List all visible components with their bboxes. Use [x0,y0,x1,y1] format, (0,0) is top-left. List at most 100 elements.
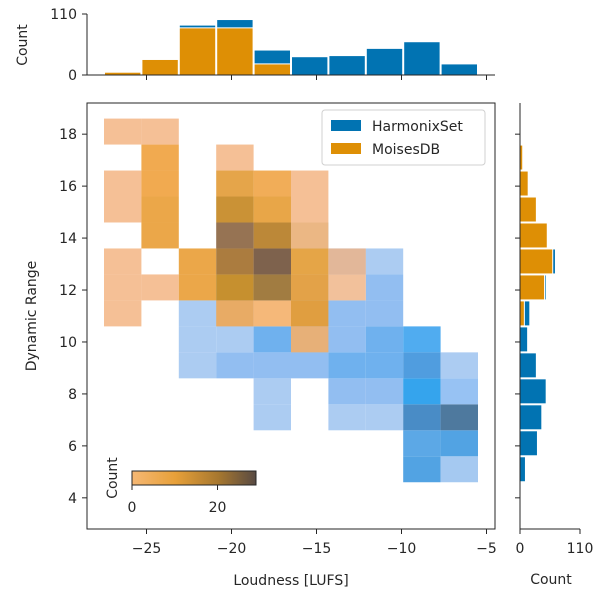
heatmap-cell-harmonixset [365,248,404,275]
heatmap-cell-moisesdb [104,300,142,327]
heatmap-cell-moisesdb [291,222,329,249]
heatmap-cell-moisesdb [253,222,291,249]
top-bar-moisesdb [178,27,217,76]
heatmap-cell-harmonixset [328,378,366,405]
x-tick-label: −20 [217,541,247,557]
heatmap-cell-harmonixset [403,430,441,457]
heatmap-cell-harmonixset [403,404,441,431]
y-tick-label: 8 [68,387,77,403]
colorbar-label: Count [105,457,121,499]
colorbar-tick-label: 20 [209,500,227,516]
heatmap-cell-moisesdb [291,300,329,327]
x-tick-label: −5 [476,541,497,557]
heatmap-cell-moisesdb [253,274,291,301]
heatmap-cell-harmonixset [216,352,254,379]
heatmap-cell-harmonixset [253,352,291,379]
x-axis-label: Loudness [LUFS] [233,573,348,589]
right-bar-harmonixset [519,430,538,457]
right-marginal-x-label: Count [530,572,572,588]
top-marginal-y-tick-label: 0 [68,68,77,84]
y-axis-label: Dynamic Range [24,261,40,372]
y-tick-label: 14 [59,231,77,247]
heatmap-cell-moisesdb [178,274,217,301]
heatmap-cell-harmonixset [440,456,478,483]
top-marginal-y-label: Count [15,24,31,66]
top-bar-harmonixset [328,55,366,76]
heatmap-cell-harmonixset [440,352,478,379]
heatmap-cell-harmonixset [440,378,478,405]
colorbar-ticks: 0 20 [128,485,227,516]
legend-swatch-moisesdb [331,143,361,154]
heatmap-cell-harmonixset [328,326,366,353]
heatmap-cell-moisesdb [291,274,329,301]
top-bar-harmonixset [403,41,441,76]
heatmap-cell-moisesdb [141,222,179,249]
heatmap-cell-harmonixset [440,404,478,431]
heatmap-cell-harmonixset [178,352,217,379]
heatmap-cell-moisesdb [253,196,291,223]
heatmap-cell-moisesdb [141,144,179,171]
top-bar-moisesdb [216,27,254,76]
heatmap-cell-moisesdb [104,196,142,223]
heatmap-cell-moisesdb [216,144,254,171]
joint-heatmap-cells [104,118,478,483]
y-tick-label: 10 [59,335,77,351]
heatmap-cell-harmonixset [328,300,366,327]
heatmap-cell-harmonixset [365,352,404,379]
x-tick-label: −25 [132,541,162,557]
heatmap-cell-moisesdb [216,248,254,275]
heatmap-cell-moisesdb [216,274,254,301]
x-tick-label: −15 [302,541,332,557]
heatmap-cell-harmonixset [365,326,404,353]
heatmap-cell-moisesdb [141,196,179,223]
heatmap-cell-harmonixset [178,326,217,353]
y-tick-label: 12 [59,283,77,299]
y-tick-label: 6 [68,439,77,455]
heatmap-cell-moisesdb [253,248,291,275]
heatmap-cell-moisesdb [104,248,142,275]
heatmap-cell-harmonixset [216,326,254,353]
heatmap-cell-moisesdb [216,222,254,249]
heatmap-cell-moisesdb [141,118,179,145]
right-bar-harmonixset [519,378,547,405]
heatmap-cell-moisesdb [291,170,329,197]
y-tick-label: 16 [59,179,77,195]
colorbar-gradient [131,470,257,486]
heatmap-cell-moisesdb [291,326,329,353]
axis-tick-labels: −25 −20 −15 −10 −5 4 6 8 10 12 14 16 18 0 110 0 110 [50,7,593,557]
top-marginal-bars [104,19,479,76]
right-bar-harmonixset [519,352,537,379]
legend-label-moisesdb: MoisesDB [372,142,440,158]
right-bar-moisesdb [519,222,548,249]
y-tick-label: 18 [59,127,77,143]
heatmap-cell-harmonixset [365,404,404,431]
heatmap-cell-moisesdb [104,274,142,301]
heatmap-cell-harmonixset [365,274,404,301]
heatmap-cell-moisesdb [141,274,179,301]
right-bar-harmonixset [519,404,543,431]
heatmap-cell-harmonixset [291,352,329,379]
heatmap-cell-harmonixset [440,430,478,457]
top-marginal-spines [86,14,495,76]
top-marginal-y-tick-label: 110 [50,7,77,23]
heatmap-cell-harmonixset [253,378,291,405]
heatmap-cell-moisesdb [291,196,329,223]
right-bar-moisesdb [519,300,525,327]
right-bar-harmonixset [519,326,529,353]
colorbar-tick-label: 0 [128,500,137,516]
heatmap-cell-harmonixset [328,404,366,431]
right-marginal-x-tick-label: 110 [567,541,594,557]
heatmap-cell-harmonixset [253,326,291,353]
heatmap-cell-harmonixset [365,300,404,327]
heatmap-cell-harmonixset [328,352,366,379]
top-bar-moisesdb [253,63,292,76]
top-bar-harmonixset [440,63,479,76]
heatmap-cell-moisesdb [253,300,291,327]
legend-box [321,109,486,166]
heatmap-cell-moisesdb [253,170,291,197]
top-bar-harmonixset [291,56,329,76]
heatmap-cell-harmonixset [403,456,441,483]
right-marginal-bars [519,144,556,483]
heatmap-cell-harmonixset [365,378,404,405]
